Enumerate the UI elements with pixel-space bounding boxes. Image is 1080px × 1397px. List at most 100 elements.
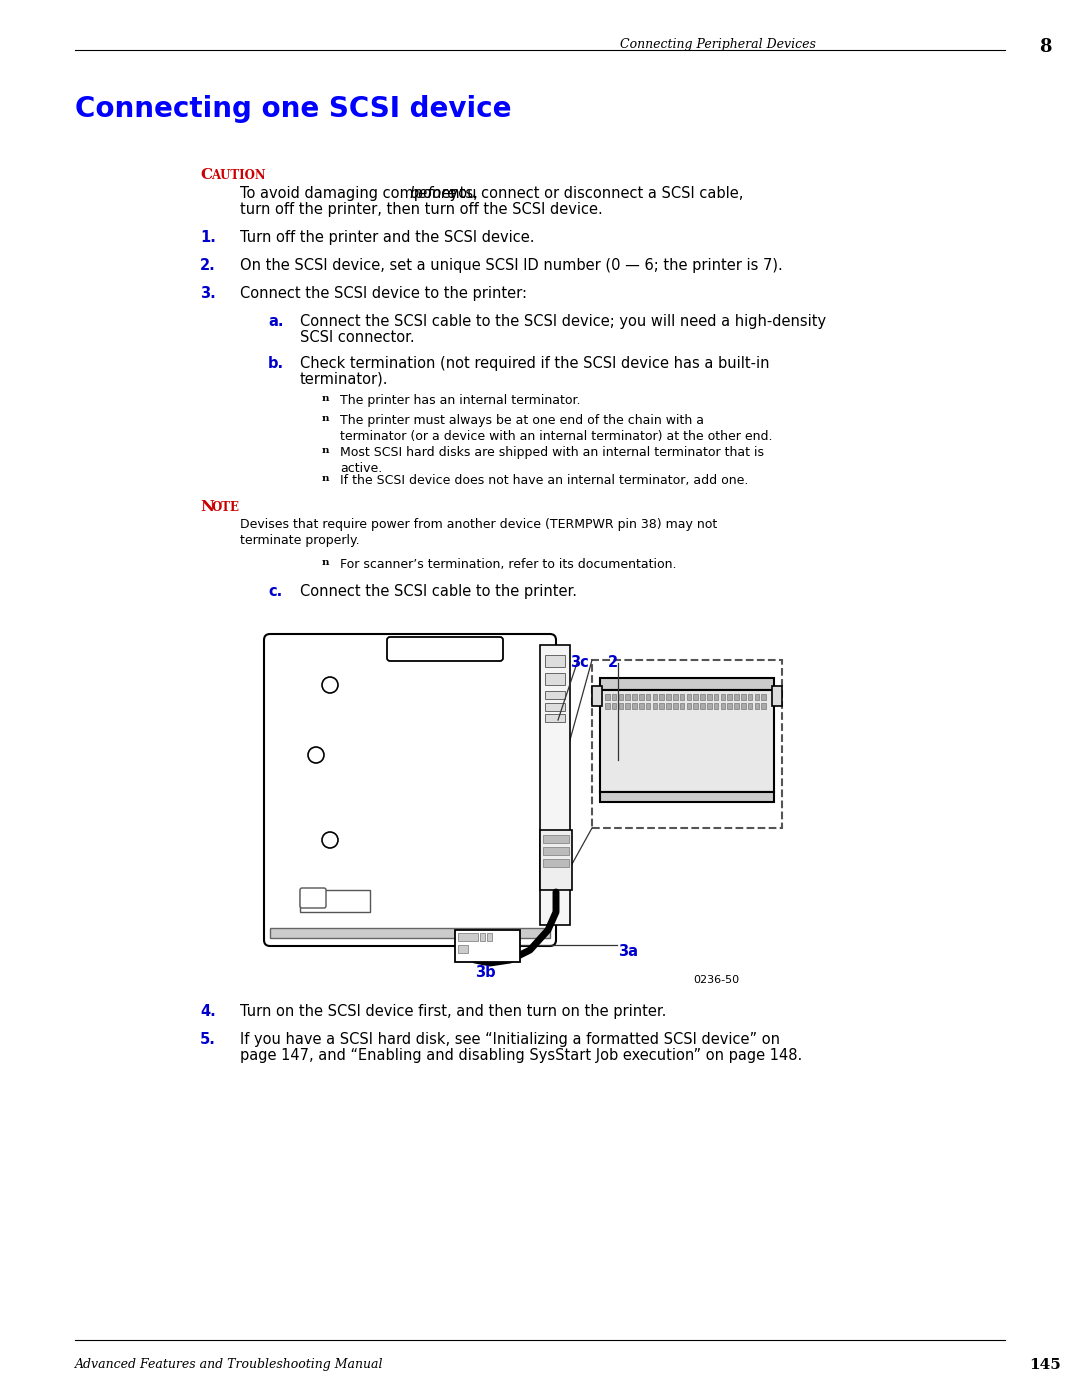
Text: Turn on the SCSI device first, and then turn on the printer.: Turn on the SCSI device first, and then … — [240, 1004, 666, 1018]
Text: Connecting Peripheral Devices: Connecting Peripheral Devices — [620, 38, 815, 52]
Text: On the SCSI device, set a unique SCSI ID number (0 — 6; the printer is 7).: On the SCSI device, set a unique SCSI ID… — [240, 258, 783, 272]
Text: n: n — [322, 557, 329, 567]
Bar — [652, 703, 657, 710]
Bar — [747, 694, 753, 700]
Text: n: n — [322, 394, 329, 402]
Bar — [605, 703, 609, 710]
Text: Devises that require power from another device (TERMPWR pin 38) may not: Devises that require power from another … — [240, 518, 717, 531]
Bar — [707, 703, 712, 710]
Bar — [761, 694, 766, 700]
Bar — [611, 694, 617, 700]
Bar — [545, 673, 565, 685]
Bar — [660, 703, 664, 710]
FancyBboxPatch shape — [300, 888, 326, 908]
Text: Advanced Features and Troubleshooting Manual: Advanced Features and Troubleshooting Ma… — [75, 1358, 383, 1370]
Text: n: n — [322, 414, 329, 423]
Bar — [611, 703, 617, 710]
Text: Connecting one SCSI device: Connecting one SCSI device — [75, 95, 512, 123]
Bar — [687, 694, 691, 700]
Bar — [270, 928, 550, 937]
Text: To avoid damaging components,: To avoid damaging components, — [240, 186, 483, 201]
Text: Connect the SCSI device to the printer:: Connect the SCSI device to the printer: — [240, 286, 527, 300]
Bar — [455, 930, 519, 963]
Bar — [487, 933, 492, 942]
Bar — [673, 703, 677, 710]
Text: For scanner’s termination, refer to its documentation.: For scanner’s termination, refer to its … — [340, 557, 676, 571]
Bar — [741, 703, 745, 710]
Bar — [592, 686, 602, 705]
Text: before: before — [409, 186, 457, 201]
Bar — [625, 703, 630, 710]
Bar — [700, 694, 705, 700]
Bar — [600, 792, 774, 802]
Bar — [300, 890, 370, 912]
Bar — [728, 694, 732, 700]
Bar — [720, 694, 725, 700]
Bar — [666, 694, 671, 700]
Bar — [728, 703, 732, 710]
Bar — [714, 694, 718, 700]
Bar — [632, 694, 637, 700]
Text: 145: 145 — [1029, 1358, 1061, 1372]
Text: page 147, and “Enabling and disabling SysStart Job execution” on page 148.: page 147, and “Enabling and disabling Sy… — [240, 1048, 802, 1063]
Bar — [600, 678, 774, 690]
Text: If the SCSI device does not have an internal terminator, add one.: If the SCSI device does not have an inte… — [340, 474, 748, 488]
Bar — [652, 694, 657, 700]
Text: n: n — [322, 446, 329, 455]
Text: 3a: 3a — [618, 944, 638, 958]
Bar — [747, 703, 753, 710]
Text: The printer has an internal terminator.: The printer has an internal terminator. — [340, 394, 581, 407]
Text: N: N — [200, 500, 214, 514]
Text: 2.: 2. — [200, 258, 216, 272]
Text: Connect the SCSI cable to the SCSI device; you will need a high-density: Connect the SCSI cable to the SCSI devic… — [300, 314, 826, 330]
Bar — [700, 703, 705, 710]
Bar — [543, 847, 569, 855]
Text: c.: c. — [268, 584, 282, 599]
Bar — [772, 686, 782, 705]
Bar — [619, 694, 623, 700]
Bar — [545, 714, 565, 722]
Text: C: C — [200, 168, 212, 182]
Bar — [639, 703, 644, 710]
Text: turn off the printer, then turn off the SCSI device.: turn off the printer, then turn off the … — [240, 203, 603, 217]
Bar — [592, 659, 782, 828]
Text: 4.: 4. — [200, 1004, 216, 1018]
Text: Turn off the printer and the SCSI device.: Turn off the printer and the SCSI device… — [240, 231, 535, 244]
Text: terminate properly.: terminate properly. — [240, 534, 360, 548]
Bar — [605, 694, 609, 700]
Bar — [734, 703, 739, 710]
Text: Connect the SCSI cable to the printer.: Connect the SCSI cable to the printer. — [300, 584, 577, 599]
Text: The printer must always be at one end of the chain with a: The printer must always be at one end of… — [340, 414, 704, 427]
Bar — [761, 703, 766, 710]
FancyBboxPatch shape — [264, 634, 556, 946]
Bar — [693, 694, 698, 700]
Text: 2: 2 — [608, 655, 618, 671]
Bar — [458, 944, 468, 953]
Bar — [755, 703, 759, 710]
Bar — [646, 703, 650, 710]
Text: a.: a. — [268, 314, 283, 330]
Bar — [545, 703, 565, 711]
Text: 0236-50: 0236-50 — [693, 975, 739, 985]
Bar — [673, 694, 677, 700]
Text: 3c: 3c — [570, 655, 589, 671]
Text: 1.: 1. — [200, 231, 216, 244]
Bar — [666, 703, 671, 710]
Bar — [755, 694, 759, 700]
Bar — [639, 694, 644, 700]
Bar — [543, 835, 569, 842]
Text: 3.: 3. — [200, 286, 216, 300]
Bar — [707, 694, 712, 700]
Bar — [734, 694, 739, 700]
Text: 8: 8 — [1039, 38, 1051, 56]
Bar — [625, 694, 630, 700]
Bar — [693, 703, 698, 710]
Text: terminator (or a device with an internal terminator) at the other end.: terminator (or a device with an internal… — [340, 430, 772, 443]
Bar — [720, 703, 725, 710]
Text: If you have a SCSI hard disk, see “Initializing a formatted SCSI device” on: If you have a SCSI hard disk, see “Initi… — [240, 1032, 780, 1046]
Text: 3b: 3b — [475, 965, 496, 981]
Bar — [714, 703, 718, 710]
Bar — [458, 933, 478, 942]
Bar — [632, 703, 637, 710]
Text: SCSI connector.: SCSI connector. — [300, 330, 415, 345]
